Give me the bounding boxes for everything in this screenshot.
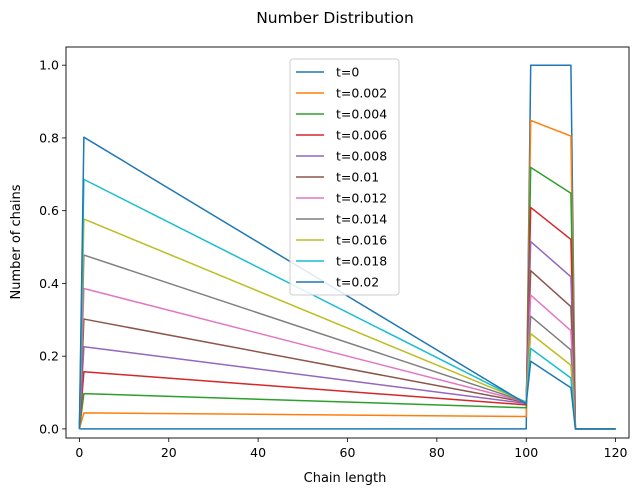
- legend-label-7: t=0.014: [336, 212, 387, 227]
- x-tick-label: 120: [604, 445, 628, 460]
- legend-label-0: t=0: [336, 65, 359, 80]
- y-tick-label: 0.2: [39, 349, 59, 364]
- legend-label-1: t=0.002: [336, 86, 387, 101]
- legend: t=0 t=0.002 t=0.004 t=0.006 t=0.008 t=0.01 t=0…: [289, 58, 400, 296]
- x-tick-label: 20: [161, 445, 177, 460]
- legend-label-5: t=0.01: [336, 170, 379, 185]
- y-axis-title: Number of chains: [9, 184, 24, 299]
- legend-label-4: t=0.008: [336, 149, 387, 164]
- x-axis: 0 20 40 60 80 100 120: [75, 438, 628, 460]
- chart-title: Number Distribution: [256, 9, 414, 27]
- y-tick-label: 0.8: [39, 130, 59, 145]
- x-tick-label: 60: [340, 445, 356, 460]
- x-tick-label: 40: [250, 445, 266, 460]
- legend-label-10: t=0.02: [336, 275, 379, 290]
- y-tick-label: 0.6: [39, 203, 59, 218]
- series-layer: [78, 64, 616, 430]
- legend-label-6: t=0.012: [336, 191, 387, 206]
- x-tick-label: 80: [429, 445, 445, 460]
- y-tick-label: 1.0: [39, 58, 59, 73]
- series-line-10: [78, 136, 616, 430]
- x-tick-label: 0: [75, 445, 83, 460]
- legend-label-9: t=0.018: [336, 254, 387, 269]
- y-axis: 0.0 0.2 0.4 0.6 0.8 1.0: [39, 58, 66, 436]
- x-axis-title: Chain length: [304, 471, 387, 486]
- legend-label-8: t=0.016: [336, 233, 387, 248]
- legend-label-3: t=0.006: [336, 128, 387, 143]
- legend-label-2: t=0.004: [336, 107, 387, 122]
- x-tick-label: 100: [514, 445, 538, 460]
- series-line-6: [78, 287, 616, 430]
- y-tick-label: 0.0: [39, 421, 59, 436]
- legend-box: [289, 58, 400, 296]
- y-tick-label: 0.4: [39, 276, 59, 291]
